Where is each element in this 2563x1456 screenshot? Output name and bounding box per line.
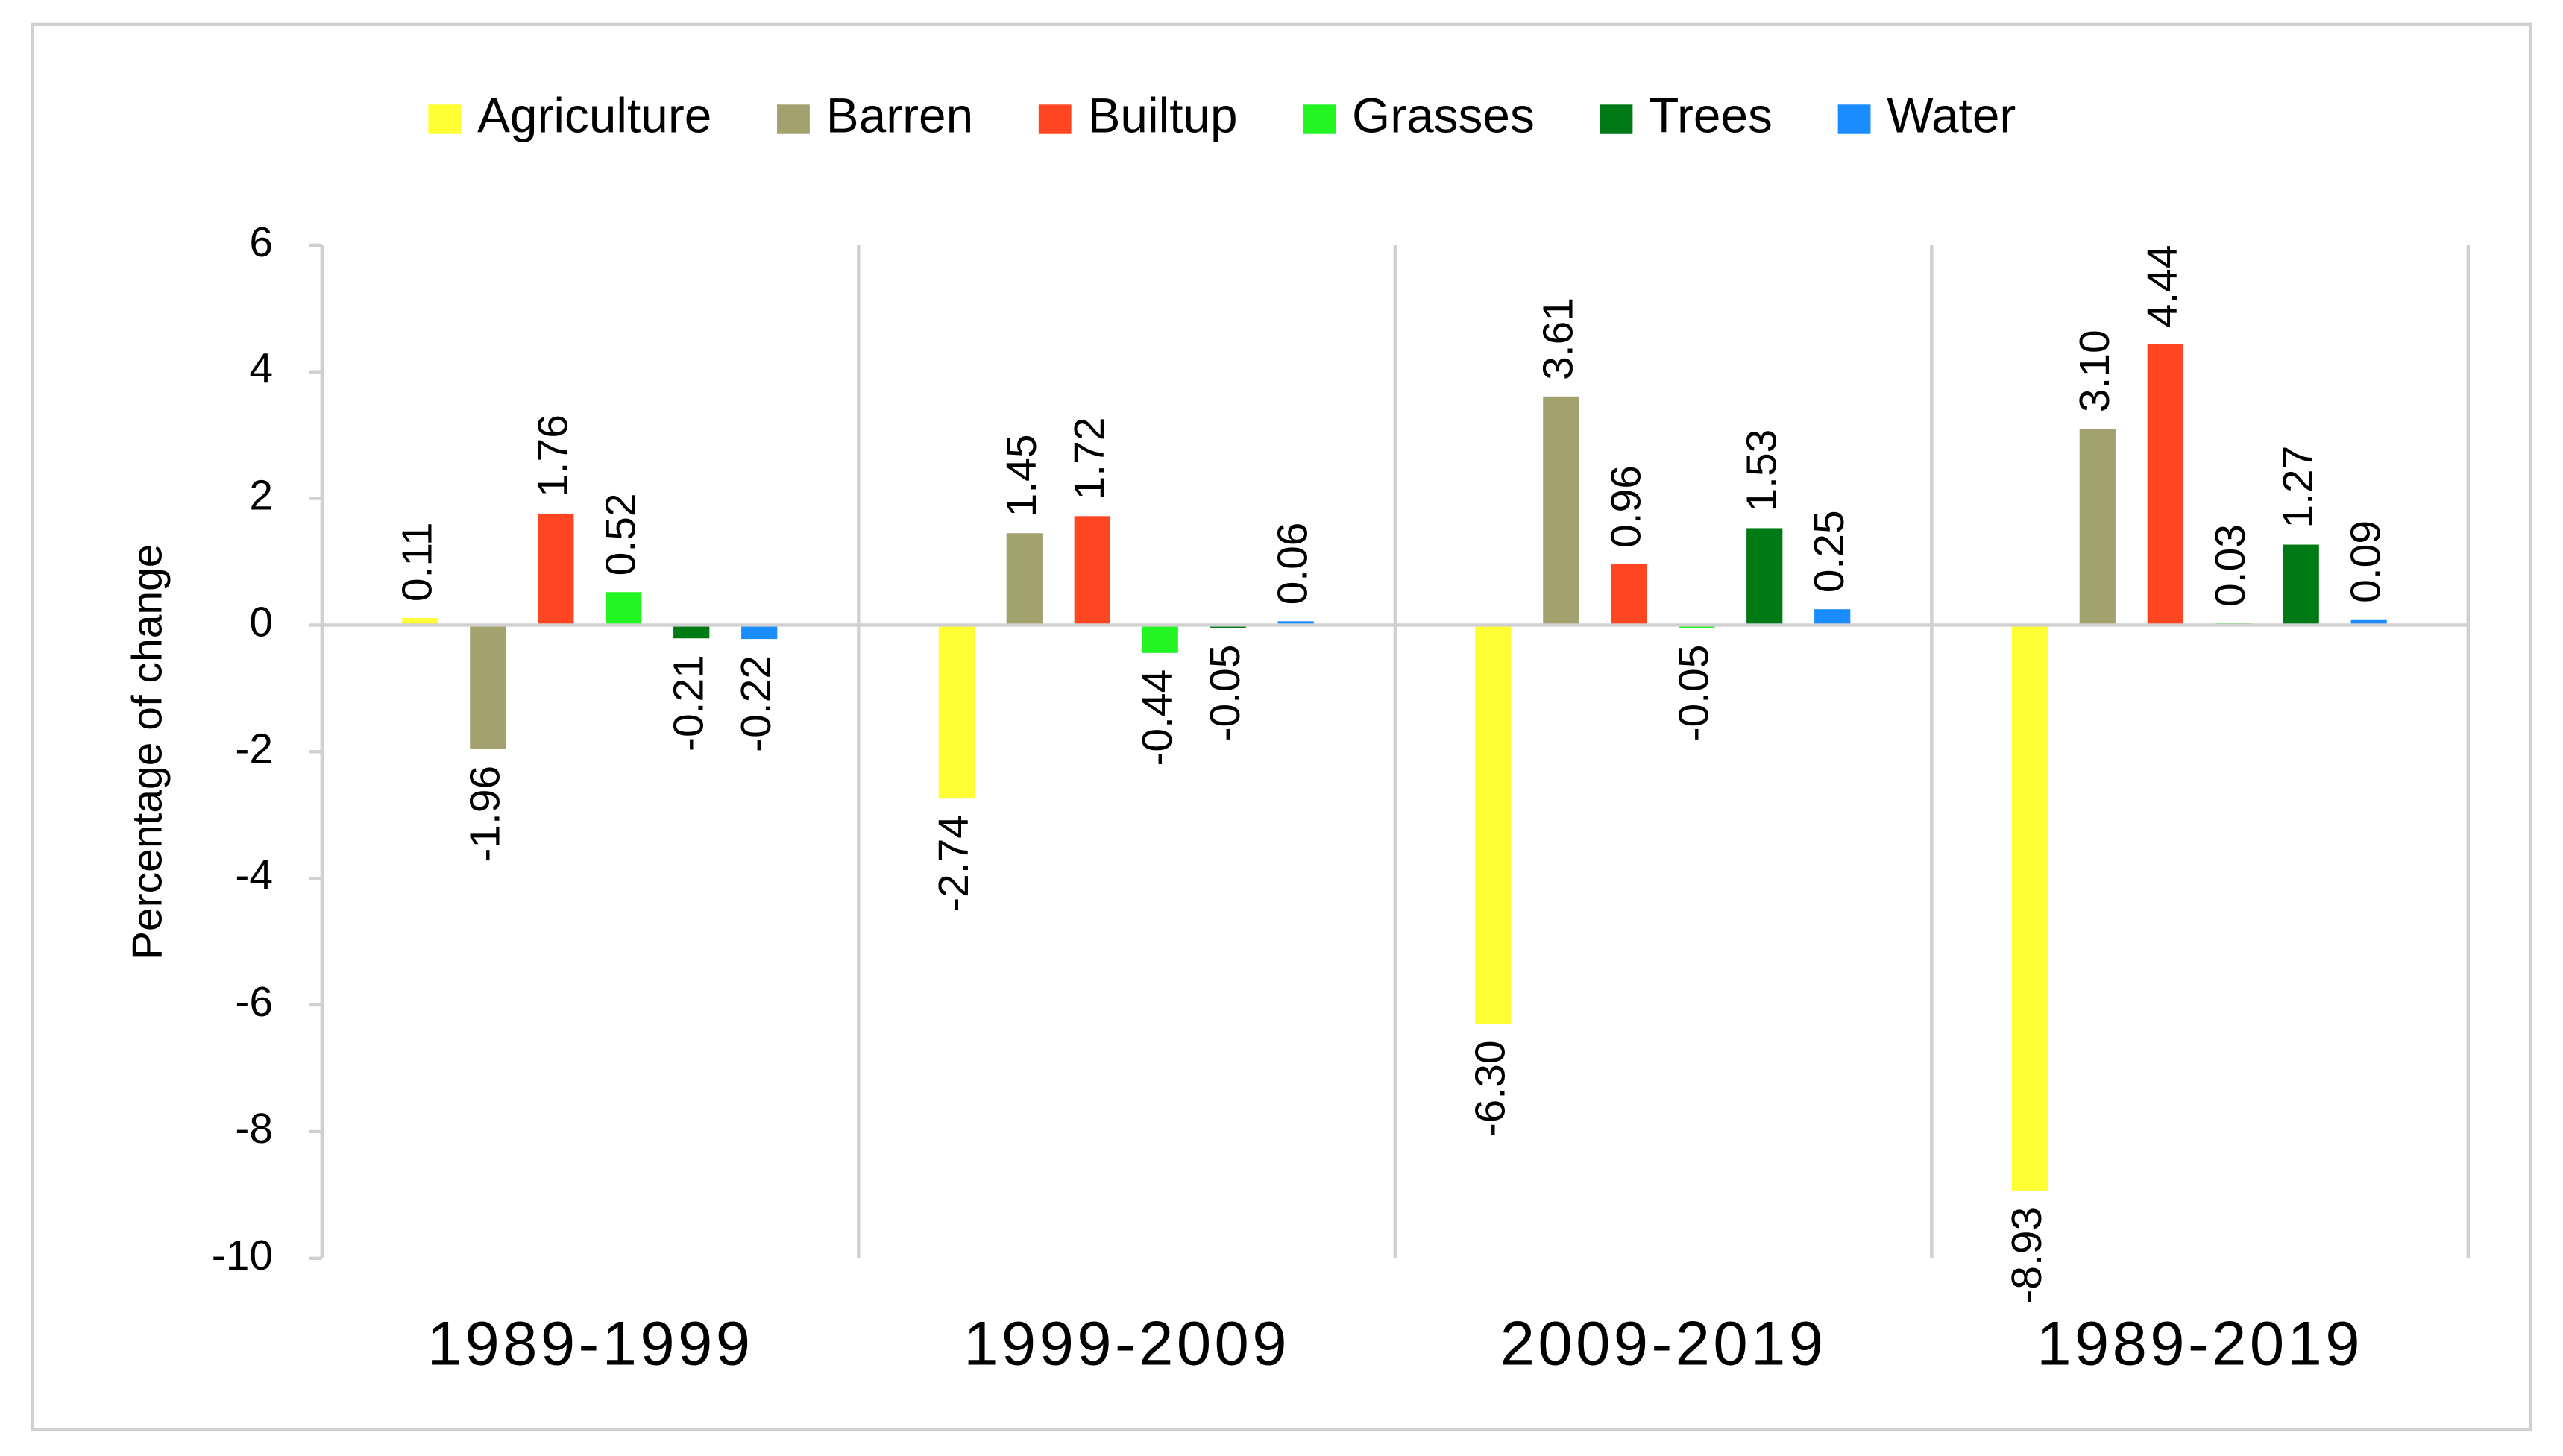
- legend-swatch: [1303, 104, 1336, 134]
- y-tick-label: 6: [249, 218, 273, 266]
- data-label: 1.53: [1738, 429, 1785, 512]
- data-label: -0.22: [732, 655, 780, 752]
- y-tick-label: -8: [235, 1105, 273, 1153]
- legend-swatch: [428, 104, 462, 134]
- data-label: 1.27: [2274, 446, 2322, 529]
- bar: [2079, 429, 2116, 625]
- chart-border: [31, 22, 2532, 1432]
- legend-label: Grasses: [1352, 87, 1535, 142]
- x-tick-label: 1989-2019: [2037, 1308, 2363, 1378]
- bar: [1746, 528, 1783, 625]
- bar: [2283, 544, 2319, 625]
- data-label: -0.44: [1133, 669, 1181, 766]
- data-label: 3.10: [2071, 330, 2119, 412]
- data-label: 0.09: [2342, 520, 2390, 603]
- bar: [1543, 396, 1579, 625]
- x-tick-label: 1999-2009: [963, 1308, 1290, 1378]
- bar: [673, 625, 710, 639]
- data-label: -1.96: [461, 766, 509, 863]
- y-tick-label: 4: [249, 345, 273, 393]
- y-tick-label: 0: [249, 598, 273, 646]
- y-tick-label: 2: [249, 472, 273, 520]
- bar: [2350, 619, 2387, 625]
- data-label: -8.93: [2003, 1207, 2051, 1304]
- bar: [470, 625, 506, 749]
- legend-swatch: [1837, 104, 1871, 134]
- bar: [1814, 609, 1851, 625]
- data-label: 1.76: [529, 415, 576, 497]
- y-tick-label: -10: [212, 1232, 273, 1279]
- y-tick-label: -6: [235, 978, 273, 1026]
- data-label: -2.74: [930, 815, 978, 912]
- y-axis-label: Percentage of change: [124, 544, 172, 959]
- data-label: 0.96: [1602, 465, 1650, 548]
- legend-label: Water: [1887, 87, 2016, 142]
- y-tick-label: -2: [235, 725, 273, 772]
- bar: [538, 513, 574, 625]
- data-label: -6.30: [1466, 1040, 1514, 1137]
- bar: [1074, 516, 1110, 625]
- data-label: -0.05: [1201, 645, 1249, 742]
- data-label: 0.11: [393, 522, 441, 602]
- data-label: 0.03: [2207, 524, 2254, 607]
- bar: [402, 618, 438, 625]
- legend-swatch: [1038, 104, 1072, 134]
- bar: [1142, 625, 1178, 653]
- x-tick-label: 1989-1999: [427, 1308, 754, 1378]
- data-label: 1.72: [1066, 417, 1113, 500]
- bar: [1611, 564, 1647, 625]
- bar: [606, 592, 642, 625]
- bar: [741, 625, 778, 640]
- bar: [1277, 621, 1314, 625]
- bar: [1006, 533, 1043, 625]
- data-label: 0.25: [1805, 510, 1853, 593]
- data-label: 0.52: [597, 493, 644, 576]
- bar: [1475, 625, 1512, 1024]
- data-label: -0.21: [664, 655, 712, 751]
- data-label: 1.45: [998, 434, 1045, 517]
- data-label: 4.44: [2139, 245, 2186, 327]
- legend-label: Trees: [1649, 87, 1773, 142]
- bar: [2147, 344, 2183, 625]
- data-label: 0.06: [1269, 523, 1317, 605]
- bar: [2011, 625, 2048, 1191]
- legend-label: Barren: [826, 87, 973, 142]
- y-tick-label: -4: [235, 851, 273, 899]
- legend-swatch: [777, 104, 810, 134]
- legend-label: Builtup: [1088, 87, 1238, 142]
- legend-swatch: [1600, 104, 1633, 134]
- data-label: -0.05: [1670, 645, 1717, 742]
- data-label: 3.61: [1534, 297, 1582, 380]
- legend-label: Agriculture: [477, 87, 711, 142]
- x-tick-label: 2009-2019: [1500, 1308, 1827, 1378]
- bar: [938, 625, 975, 799]
